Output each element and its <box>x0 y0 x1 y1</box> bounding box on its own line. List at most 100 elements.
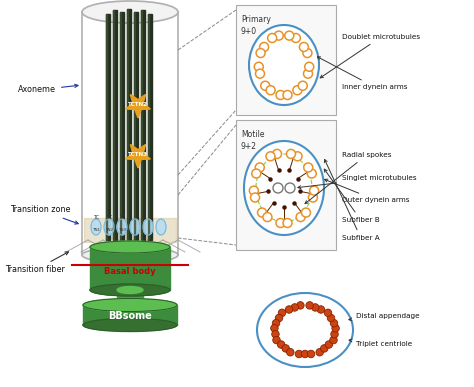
Bar <box>148 14 149 240</box>
Ellipse shape <box>297 301 304 309</box>
Ellipse shape <box>90 241 170 253</box>
Ellipse shape <box>301 350 309 358</box>
Bar <box>113 10 117 240</box>
Ellipse shape <box>325 341 333 348</box>
Ellipse shape <box>306 301 313 309</box>
Bar <box>141 10 142 240</box>
Ellipse shape <box>255 69 264 78</box>
Ellipse shape <box>266 86 275 95</box>
Ellipse shape <box>287 348 294 356</box>
Ellipse shape <box>330 336 337 344</box>
Ellipse shape <box>82 1 178 23</box>
Text: TC: TC <box>93 215 99 220</box>
Ellipse shape <box>271 325 278 332</box>
Text: Doublet microtubules: Doublet microtubules <box>320 34 420 78</box>
Ellipse shape <box>293 86 302 95</box>
Ellipse shape <box>257 293 353 367</box>
Ellipse shape <box>324 309 332 317</box>
Ellipse shape <box>285 31 294 40</box>
Ellipse shape <box>307 350 315 358</box>
Bar <box>236 120 336 250</box>
Text: TC: TC <box>106 215 112 220</box>
Text: TC: TC <box>119 215 125 220</box>
Ellipse shape <box>292 34 301 43</box>
Ellipse shape <box>327 314 335 322</box>
Ellipse shape <box>83 298 177 312</box>
Ellipse shape <box>300 43 309 51</box>
Text: Basal body: Basal body <box>104 267 156 276</box>
Text: TN3: TN3 <box>118 228 126 232</box>
Text: TCTN2: TCTN2 <box>128 103 148 108</box>
Bar <box>141 10 145 240</box>
Ellipse shape <box>252 169 261 178</box>
Ellipse shape <box>272 319 280 327</box>
Ellipse shape <box>307 169 316 178</box>
Ellipse shape <box>91 219 101 235</box>
Ellipse shape <box>255 163 264 172</box>
Bar <box>83 305 177 325</box>
Ellipse shape <box>257 208 266 217</box>
Text: TN1: TN1 <box>92 228 100 232</box>
Ellipse shape <box>244 141 324 235</box>
Text: Primary: Primary <box>241 15 271 24</box>
Bar <box>127 9 128 240</box>
Text: Motile: Motile <box>241 130 264 139</box>
Ellipse shape <box>331 330 338 338</box>
Text: Distal appendage: Distal appendage <box>349 313 419 321</box>
Text: Subfiber B: Subfiber B <box>324 169 380 223</box>
Bar <box>90 247 170 290</box>
Ellipse shape <box>130 219 140 235</box>
Bar <box>117 290 143 303</box>
Ellipse shape <box>275 314 283 322</box>
Ellipse shape <box>276 219 285 228</box>
Ellipse shape <box>303 69 312 78</box>
Ellipse shape <box>276 91 285 99</box>
Ellipse shape <box>117 286 143 293</box>
Ellipse shape <box>293 152 302 161</box>
Ellipse shape <box>286 149 295 158</box>
Bar <box>120 12 121 240</box>
Ellipse shape <box>274 31 283 40</box>
Bar <box>236 5 336 115</box>
Bar <box>113 10 114 240</box>
Ellipse shape <box>309 193 318 202</box>
Ellipse shape <box>310 186 319 195</box>
Ellipse shape <box>273 183 283 193</box>
Ellipse shape <box>268 34 277 43</box>
Text: Inner dynein arms: Inner dynein arms <box>318 57 408 90</box>
Ellipse shape <box>330 319 338 327</box>
Ellipse shape <box>260 43 269 51</box>
Ellipse shape <box>263 212 272 222</box>
Ellipse shape <box>298 81 307 90</box>
Polygon shape <box>126 144 150 168</box>
Ellipse shape <box>90 284 170 296</box>
Ellipse shape <box>285 183 295 193</box>
Ellipse shape <box>249 186 258 195</box>
Ellipse shape <box>83 319 177 332</box>
Ellipse shape <box>272 330 279 338</box>
Ellipse shape <box>304 163 313 172</box>
Ellipse shape <box>273 149 282 158</box>
Ellipse shape <box>320 345 328 352</box>
Ellipse shape <box>261 81 270 90</box>
Ellipse shape <box>303 48 312 58</box>
Ellipse shape <box>277 341 285 348</box>
Bar <box>84 218 176 242</box>
Text: Triplet centriole: Triplet centriole <box>349 339 412 347</box>
Text: Transition fiber: Transition fiber <box>5 252 68 274</box>
Ellipse shape <box>282 345 290 352</box>
Text: 9+2: 9+2 <box>241 142 257 151</box>
Ellipse shape <box>296 212 305 222</box>
Ellipse shape <box>104 219 114 235</box>
Ellipse shape <box>117 300 143 307</box>
Text: Transition zone: Transition zone <box>10 205 78 224</box>
Ellipse shape <box>256 48 265 58</box>
Ellipse shape <box>266 152 275 161</box>
Bar <box>148 14 152 240</box>
Ellipse shape <box>117 219 127 235</box>
Ellipse shape <box>316 348 323 356</box>
Ellipse shape <box>249 25 319 105</box>
Text: Axoneme: Axoneme <box>18 84 78 94</box>
Ellipse shape <box>285 306 293 313</box>
Text: Subfiber A: Subfiber A <box>325 159 380 241</box>
